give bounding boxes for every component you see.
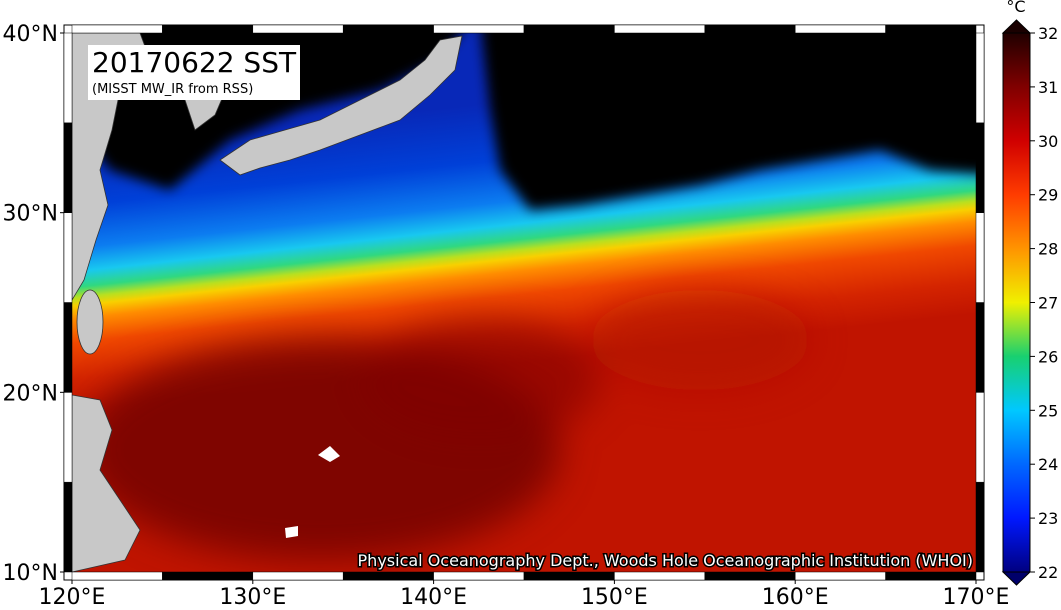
- x-tick-label: 120°E: [39, 585, 106, 610]
- x-tick-label: 160°E: [762, 585, 829, 610]
- frame-segment: [63, 481, 73, 573]
- x-tick-label: 140°E: [400, 585, 467, 610]
- colorbar-ramp: [1002, 32, 1031, 573]
- credit: Physical Oceanography Dept., Woods Hole …: [358, 551, 973, 570]
- colorbar-tick-label: 32: [1038, 24, 1058, 43]
- colorbar-tick-label: 31: [1038, 78, 1058, 97]
- frame-segment: [794, 571, 886, 581]
- frame-segment: [975, 32, 985, 124]
- colorbar-tick-label: 27: [1038, 294, 1058, 313]
- frame-segment: [162, 571, 254, 581]
- colorbar-tick-label: 28: [1038, 240, 1058, 259]
- frame-segment: [433, 24, 525, 34]
- y-tick-label: 40°N: [3, 22, 58, 47]
- warm-pool: [80, 290, 810, 560]
- colorbar-top-arrow: [1001, 19, 1032, 34]
- y-tick-label: 30°N: [3, 202, 58, 227]
- frame-segment: [975, 212, 985, 303]
- x-tick-label: 170°E: [943, 585, 1010, 610]
- frame-segment: [63, 302, 73, 393]
- frame-segment: [63, 392, 73, 483]
- frame-segment: [342, 24, 434, 34]
- frame-segment: [975, 392, 985, 483]
- frame-segment: [63, 122, 73, 213]
- frame-segment: [162, 24, 254, 34]
- title-box: [88, 45, 300, 100]
- frame-segment: [523, 24, 615, 34]
- colorbar-tick-label: 22: [1038, 563, 1058, 582]
- colorbar-unit: °C: [1006, 0, 1025, 16]
- subtitle: (MISST MW_IR from RSS): [92, 82, 253, 97]
- frame-segment: [704, 24, 796, 34]
- frame-segment: [885, 24, 977, 34]
- frame-segment: [71, 24, 163, 34]
- frame-segment: [704, 571, 796, 581]
- frame-segment: [614, 24, 706, 34]
- frame-segment: [342, 571, 434, 581]
- frame-segment: [975, 302, 985, 393]
- frame-segment: [523, 571, 615, 581]
- frame-segment: [71, 571, 163, 581]
- frame-segment: [252, 571, 344, 581]
- colorbar: °C 22 23 24 25 26 27 28 29 30 31 32: [1001, 0, 1058, 586]
- colorbar-tick-label: 25: [1038, 401, 1058, 420]
- frame-segment: [433, 571, 525, 581]
- frame-segment: [63, 212, 73, 303]
- colorbar-tick-label: 24: [1038, 455, 1058, 474]
- colorbar-tick-label: 29: [1038, 186, 1058, 205]
- frame-segment: [252, 24, 344, 34]
- colorbar-bottom-arrow: [1001, 571, 1032, 586]
- x-tick-label: 130°E: [219, 585, 286, 610]
- colorbar-tick-label: 26: [1038, 347, 1058, 366]
- frame-segment: [794, 24, 886, 34]
- colorbar-tick-label: 23: [1038, 509, 1058, 528]
- frame-outline: [63, 24, 985, 581]
- frame-segment: [975, 122, 985, 213]
- y-tick-label: 10°N: [3, 561, 58, 586]
- frame-segment: [614, 571, 706, 581]
- map-frame: 120°E 130°E 140°E 150°E 160°E 170°E 10°N 20°N 30…: [3, 22, 1010, 610]
- colorbar-tick-label: 30: [1038, 132, 1058, 151]
- title: 20170622 SST: [92, 46, 297, 79]
- frame-segment: [63, 32, 73, 124]
- frame-segment: [975, 481, 985, 573]
- y-tick-label: 20°N: [3, 381, 58, 406]
- frame-segment: [885, 571, 977, 581]
- x-tick-label: 150°E: [581, 585, 648, 610]
